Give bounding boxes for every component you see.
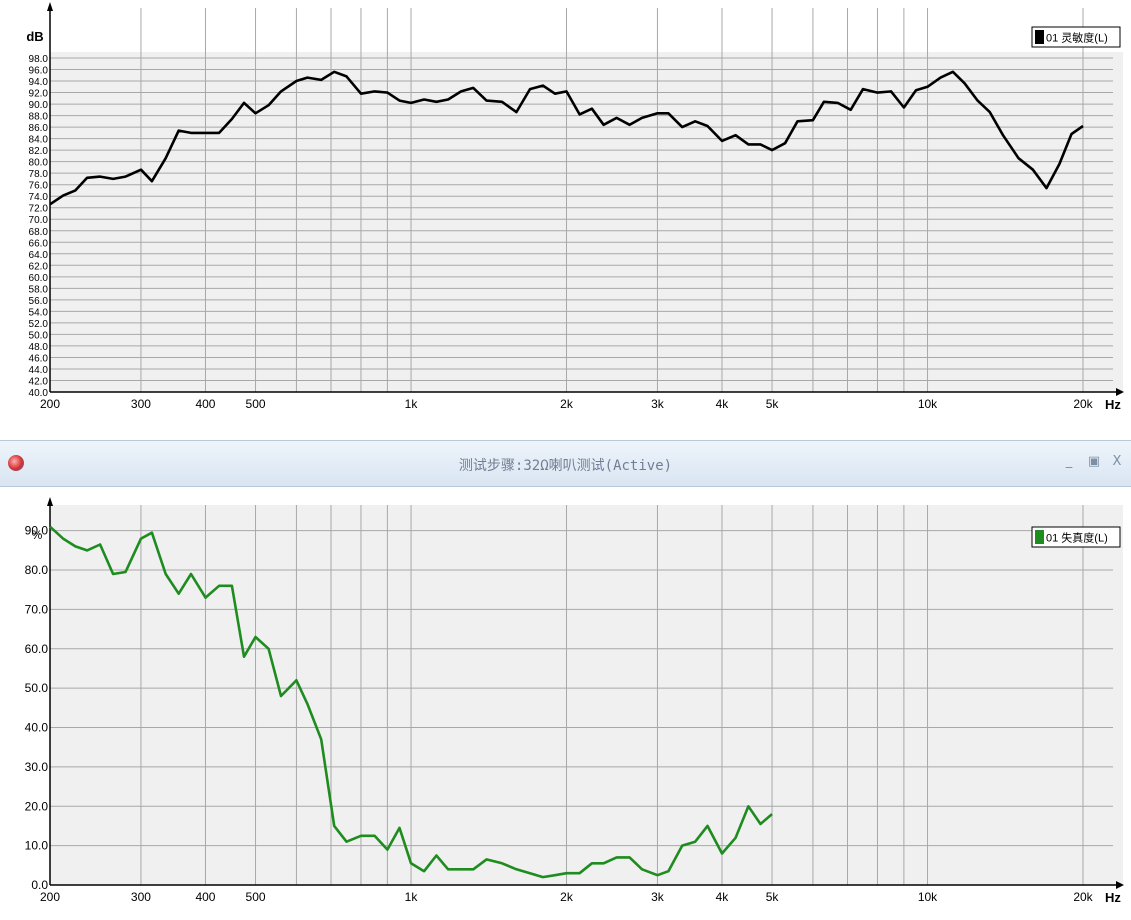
y-tick-label: 78.0 (29, 169, 49, 180)
x-tick-label: 200 (40, 890, 60, 904)
x-axis-arrow (1116, 388, 1124, 396)
y-tick-label: 40.0 (25, 721, 49, 735)
y-tick-label: 10.0 (25, 839, 49, 853)
y-axis-arrow (47, 497, 53, 506)
y-tick-label: 98.0 (29, 54, 49, 65)
y-tick-label: 62.0 (29, 261, 49, 272)
y-tick-label: 68.0 (29, 227, 49, 238)
y-tick-label: 70.0 (25, 602, 49, 616)
x-axis-unit-label: Hz (1105, 397, 1121, 412)
minimize-button[interactable]: _ (1065, 454, 1073, 469)
y-axis-arrow (47, 2, 53, 11)
y-tick-label: 40.0 (29, 388, 49, 399)
x-tick-label: 300 (131, 397, 151, 411)
x-tick-label: 400 (195, 890, 215, 904)
y-tick-label: 60.0 (25, 642, 49, 656)
sensitivity-chart-panel: 40.0 42.0 44.0 46.0 48.0 50.0 52.0 54.0 56.0 58.0… (0, 0, 1131, 440)
y-axis-label: % (32, 528, 43, 542)
y-tick-label: 64.0 (29, 250, 49, 261)
x-tick-label: 20k (1073, 890, 1093, 904)
y-tick-label: 20.0 (25, 799, 49, 813)
maximize-button[interactable]: ▣ (1087, 454, 1101, 469)
close-button[interactable]: X (1112, 454, 1122, 469)
y-tick-label: 92.0 (29, 89, 49, 100)
x-tick-label: 2k (560, 890, 574, 904)
x-tick-label: 20k (1073, 397, 1093, 411)
y-tick-label: 44.0 (29, 365, 49, 376)
x-tick-label: 500 (246, 397, 266, 411)
y-tick-label: 50.0 (29, 330, 49, 341)
y-tick-label: 56.0 (29, 296, 49, 307)
y-tick-label: 50.0 (25, 681, 49, 695)
y-tick-label: 82.0 (29, 146, 49, 157)
legend-swatch (1035, 30, 1044, 44)
x-tick-label: 4k (716, 397, 730, 411)
window-titlebar[interactable]: 测试步骤:32Ω喇叭测试(Active) _ ▣ X (0, 440, 1131, 487)
y-tick-label: 90.0 (29, 100, 49, 111)
y-tick-label: 72.0 (29, 204, 49, 215)
x-axis-arrow (1116, 881, 1124, 889)
y-tick-label: 94.0 (29, 77, 49, 88)
y-tick-label: 60.0 (29, 273, 49, 284)
y-tick-label: 58.0 (29, 284, 49, 295)
sensitivity-chart: 40.042.044.046.048.050.052.054.056.058.0… (26, 2, 1124, 412)
y-tick-label: 76.0 (29, 181, 49, 192)
series-line (49, 70, 1084, 206)
y-tick-label: 66.0 (29, 238, 49, 249)
window-title: 测试步骤:32Ω喇叭测试(Active) (458, 458, 673, 474)
x-tick-label: 10k (918, 890, 938, 904)
x-tick-label: 500 (246, 890, 266, 904)
x-tick-label: 5k (766, 397, 780, 411)
x-axis-unit-label: Hz (1105, 890, 1121, 905)
y-tick-label: 52.0 (29, 319, 49, 330)
x-tick-label: 2k (560, 397, 574, 411)
x-tick-label: 5k (766, 890, 780, 904)
x-tick-label: 300 (131, 890, 151, 904)
x-tick-label: 1k (405, 397, 419, 411)
plot-background (50, 52, 1123, 392)
x-tick-label: 400 (195, 397, 215, 411)
legend-label: 01 失真度(L) (1046, 531, 1108, 545)
y-tick-label: 46.0 (29, 353, 49, 364)
legend-swatch (1035, 530, 1044, 544)
app-logo-icon (8, 455, 24, 471)
legend-box (1031, 526, 1121, 548)
x-tick-label: 3k (651, 397, 665, 411)
x-tick-label: 10k (918, 397, 938, 411)
y-tick-label: 70.0 (29, 215, 49, 226)
x-tick-label: 4k (716, 890, 730, 904)
x-tick-label: 200 (40, 397, 60, 411)
y-tick-label: 86.0 (29, 123, 49, 134)
y-tick-label: 48.0 (29, 342, 49, 353)
y-tick-label: 80.0 (25, 563, 49, 577)
y-tick-label: 84.0 (29, 135, 49, 146)
x-tick-label: 1k (405, 890, 419, 904)
y-tick-label: 30.0 (25, 760, 49, 774)
distortion-chart-panel: 0.0 10.0 20.0 30.0 40.0 50.0 60.0 70.0 80.0 90.0 2… (0, 487, 1131, 915)
plot-background (50, 505, 1123, 885)
y-tick-label: 80.0 (29, 158, 49, 169)
y-tick-label: 42.0 (29, 376, 49, 387)
y-axis-label: dB (26, 29, 43, 44)
y-tick-label: 74.0 (29, 192, 49, 203)
legend-label: 01 灵敏度(L) (1046, 31, 1108, 45)
distortion-chart: 0.0 10.0 20.0 30.0 40.0 50.0 60.0 70.0 80.0 90.0 2… (25, 497, 1124, 905)
x-tick-label: 3k (651, 890, 665, 904)
y-tick-label: 88.0 (29, 112, 49, 123)
y-tick-label: 96.0 (29, 66, 49, 77)
y-tick-label: 54.0 (29, 307, 49, 318)
series-line (49, 525, 773, 879)
legend-box (1031, 26, 1121, 48)
y-tick-label: 0.0 (31, 878, 48, 892)
y-tick-label: 90.0 (25, 524, 49, 538)
